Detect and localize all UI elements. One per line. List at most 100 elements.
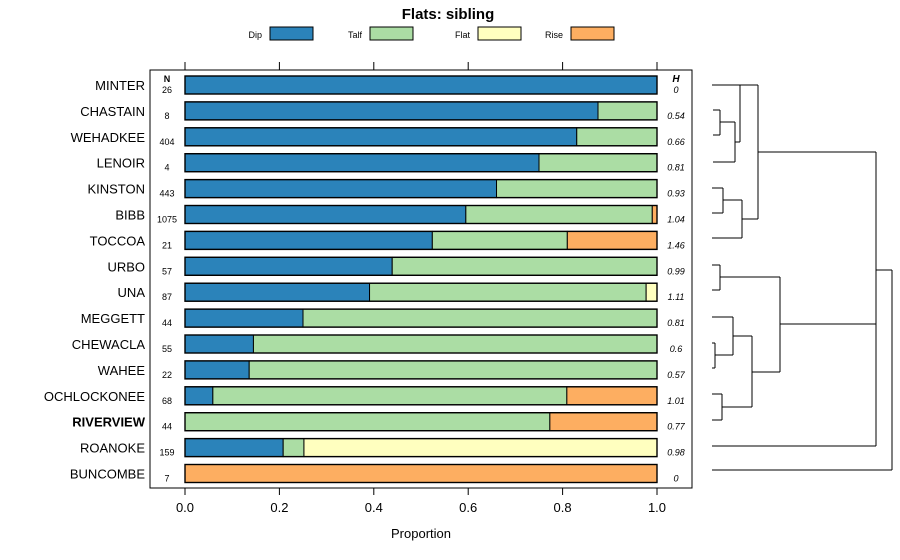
bar-row: ROANOKE 159 0.98 bbox=[80, 437, 685, 458]
row-h: 0.81 bbox=[667, 163, 685, 173]
dendrogram-branch bbox=[712, 152, 893, 471]
row-label: MEGGETT bbox=[81, 311, 145, 326]
row-label: OCHLOCKONEE bbox=[44, 389, 145, 404]
bar-row: BIBB 1075 1.04 bbox=[115, 204, 685, 225]
row-n: 443 bbox=[159, 189, 174, 199]
bar-row: WEHADKEE 404 0.66 bbox=[71, 127, 685, 147]
legend-label: Flat bbox=[455, 30, 471, 40]
bar-segment-talf bbox=[248, 360, 658, 380]
x-tick-label: 0.4 bbox=[365, 500, 383, 515]
legend-swatch bbox=[269, 26, 314, 41]
row-h: 1.01 bbox=[667, 396, 685, 406]
dendrogram-branch bbox=[712, 264, 780, 291]
bar-segment-dip bbox=[184, 438, 284, 458]
legend-swatch bbox=[570, 26, 615, 41]
bar-row: KINSTON 443 0.93 bbox=[87, 178, 685, 199]
bar-segment-talf bbox=[212, 386, 568, 406]
row-n: 7 bbox=[164, 474, 169, 484]
h-header: H bbox=[672, 74, 680, 85]
bar-segment-dip bbox=[184, 386, 214, 406]
bar-row: MEGGETT 44 0.81 bbox=[81, 308, 685, 328]
row-n: 87 bbox=[162, 292, 172, 302]
bar-row: CHEWACLA 55 0.6 bbox=[72, 334, 682, 354]
bar-row: OCHLOCKONEE 68 1.01 bbox=[44, 386, 685, 406]
row-label: TOCCOA bbox=[90, 233, 146, 248]
row-n: 404 bbox=[159, 137, 174, 147]
legend-swatch bbox=[477, 26, 522, 41]
row-n: 22 bbox=[162, 370, 172, 380]
bar-outline bbox=[184, 334, 658, 354]
bar-segment-dip bbox=[184, 282, 371, 302]
x-tick-label: 1.0 bbox=[648, 500, 666, 515]
legend-label: Rise bbox=[545, 30, 563, 40]
bar-segment-talf bbox=[302, 308, 658, 328]
row-n: 26 bbox=[162, 85, 172, 95]
row-label: WAHEE bbox=[98, 363, 146, 378]
bar-segment-talf bbox=[576, 127, 658, 147]
row-h: 0.99 bbox=[667, 266, 685, 276]
bar-segment-rise bbox=[184, 464, 658, 483]
row-label: BUNCOMBE bbox=[70, 467, 145, 482]
bar-outline bbox=[184, 437, 658, 458]
row-h: 0.57 bbox=[667, 370, 686, 380]
bar-segment-rise bbox=[566, 230, 658, 250]
bar-segment-rise bbox=[549, 412, 658, 432]
x-axis: 0.0 0.2 0.4 0.6 0.8 1.0 bbox=[176, 62, 666, 515]
bar-outline bbox=[184, 101, 658, 121]
plot-frame bbox=[149, 69, 693, 489]
bar-outline bbox=[184, 412, 658, 432]
row-h: 0 bbox=[673, 85, 678, 95]
row-h: 0.66 bbox=[667, 137, 685, 147]
bar-row: CHASTAIN 8 0.54 bbox=[80, 101, 685, 121]
bar-segment-dip bbox=[184, 75, 658, 95]
bar-outline bbox=[184, 152, 658, 173]
bar-segment-dip bbox=[184, 127, 578, 147]
x-tick-label: 0.0 bbox=[176, 500, 194, 515]
dendrogram bbox=[712, 84, 893, 471]
row-n: 68 bbox=[162, 396, 172, 406]
bar-segment-talf bbox=[465, 205, 653, 224]
x-axis-label: Proportion bbox=[391, 526, 451, 541]
dendrogram-branch bbox=[712, 85, 876, 239]
bar-outline bbox=[184, 75, 658, 95]
bar-row: LENOIR 4 0.81 bbox=[97, 152, 685, 173]
bar-segment-dip bbox=[184, 179, 498, 199]
bar-segment-dip bbox=[184, 256, 393, 276]
bar-row: BUNCOMBE 7 0 bbox=[70, 463, 679, 484]
bar-segment-talf bbox=[538, 153, 658, 173]
bar-segment-talf bbox=[184, 412, 551, 432]
x-tick-label: 0.6 bbox=[459, 500, 477, 515]
bar-segment-dip bbox=[184, 101, 599, 121]
legend-swatch bbox=[369, 26, 414, 41]
bar-row: WAHEE 22 0.57 bbox=[98, 360, 686, 380]
row-h: 0.93 bbox=[667, 189, 685, 199]
bar-segment-dip bbox=[184, 230, 433, 250]
row-h: 0.98 bbox=[667, 448, 685, 458]
bar-segment-rise bbox=[566, 386, 658, 406]
bar-row: MINTER 26 0 bbox=[95, 75, 679, 95]
row-n: 44 bbox=[162, 318, 172, 328]
bar-segment-dip bbox=[184, 360, 250, 380]
row-label: WEHADKEE bbox=[71, 130, 146, 145]
row-label: BIBB bbox=[115, 208, 145, 223]
bar-outline bbox=[184, 308, 658, 328]
row-h: 1.46 bbox=[667, 240, 685, 250]
bar-segment-talf bbox=[431, 230, 568, 250]
bar-outline bbox=[184, 204, 658, 225]
row-label: UNA bbox=[118, 285, 146, 300]
n-header: N bbox=[164, 74, 171, 84]
bar-outline bbox=[184, 127, 658, 147]
row-h: 0.54 bbox=[667, 111, 685, 121]
row-n: 8 bbox=[164, 111, 169, 121]
bar-rows: MINTER 26 0 CHASTAIN 8 0.54 WEHADKEE 404 0.66 LEN… bbox=[44, 75, 686, 484]
legend: Dip Talf Flat Rise bbox=[248, 26, 615, 41]
row-label: KINSTON bbox=[87, 182, 145, 197]
x-tick-label: 0.8 bbox=[554, 500, 572, 515]
bar-segment-dip bbox=[184, 205, 467, 224]
bar-outline bbox=[184, 256, 658, 276]
chart-title: Flats: sibling bbox=[402, 6, 495, 23]
bar-outline bbox=[184, 230, 658, 251]
bar-segment-talf bbox=[496, 179, 658, 199]
row-h: 0 bbox=[673, 474, 678, 484]
row-label: CHEWACLA bbox=[72, 337, 146, 352]
